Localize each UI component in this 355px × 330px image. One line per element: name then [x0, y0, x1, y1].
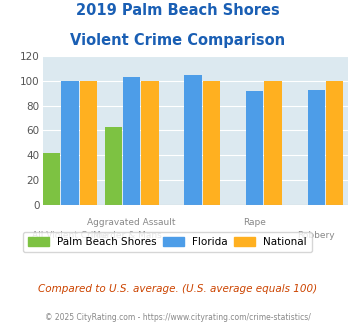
Bar [326, 81, 343, 205]
Bar [141, 81, 159, 205]
Text: 2019 Palm Beach Shores: 2019 Palm Beach Shores [76, 3, 279, 18]
Text: Violent Crime Comparison: Violent Crime Comparison [70, 33, 285, 48]
Text: Rape: Rape [243, 218, 266, 227]
Legend: Palm Beach Shores, Florida, National: Palm Beach Shores, Florida, National [23, 232, 312, 252]
Bar [307, 89, 325, 205]
Bar [61, 81, 79, 205]
Text: Murder & Mans...: Murder & Mans... [93, 231, 170, 240]
Bar [80, 81, 97, 205]
Bar [264, 81, 282, 205]
Text: Compared to U.S. average. (U.S. average equals 100): Compared to U.S. average. (U.S. average … [38, 284, 317, 294]
Text: Aggravated Assault: Aggravated Assault [87, 218, 176, 227]
Text: All Violent Crime: All Violent Crime [32, 231, 108, 240]
Bar [246, 91, 263, 205]
Text: © 2025 CityRating.com - https://www.cityrating.com/crime-statistics/: © 2025 CityRating.com - https://www.city… [45, 314, 310, 322]
Bar [185, 75, 202, 205]
Bar [105, 127, 122, 205]
Bar [123, 77, 140, 205]
Text: Robbery: Robbery [297, 231, 335, 240]
Bar [203, 81, 220, 205]
Bar [43, 152, 60, 205]
